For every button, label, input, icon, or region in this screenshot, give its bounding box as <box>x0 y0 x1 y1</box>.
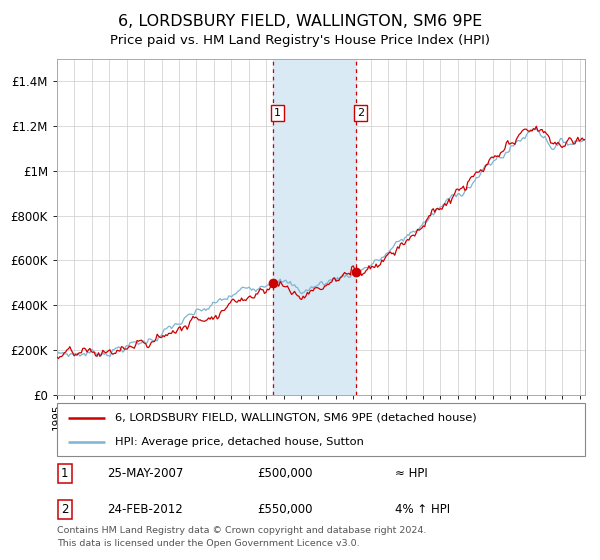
Text: ≈ HPI: ≈ HPI <box>395 467 428 480</box>
Text: 1: 1 <box>61 467 68 480</box>
Text: 24-FEB-2012: 24-FEB-2012 <box>107 503 183 516</box>
Text: 6, LORDSBURY FIELD, WALLINGTON, SM6 9PE: 6, LORDSBURY FIELD, WALLINGTON, SM6 9PE <box>118 14 482 29</box>
Text: £550,000: £550,000 <box>257 503 313 516</box>
Text: 25-MAY-2007: 25-MAY-2007 <box>107 467 184 480</box>
Text: Contains HM Land Registry data © Crown copyright and database right 2024.
This d: Contains HM Land Registry data © Crown c… <box>57 526 427 548</box>
Text: 6, LORDSBURY FIELD, WALLINGTON, SM6 9PE (detached house): 6, LORDSBURY FIELD, WALLINGTON, SM6 9PE … <box>115 413 477 423</box>
Text: 1: 1 <box>274 108 281 118</box>
Text: £500,000: £500,000 <box>257 467 313 480</box>
Text: 2: 2 <box>357 108 364 118</box>
Text: 4% ↑ HPI: 4% ↑ HPI <box>395 503 450 516</box>
Text: 2: 2 <box>61 503 68 516</box>
Text: Price paid vs. HM Land Registry's House Price Index (HPI): Price paid vs. HM Land Registry's House … <box>110 34 490 46</box>
Text: HPI: Average price, detached house, Sutton: HPI: Average price, detached house, Sutt… <box>115 437 364 447</box>
Bar <box>273 59 356 395</box>
